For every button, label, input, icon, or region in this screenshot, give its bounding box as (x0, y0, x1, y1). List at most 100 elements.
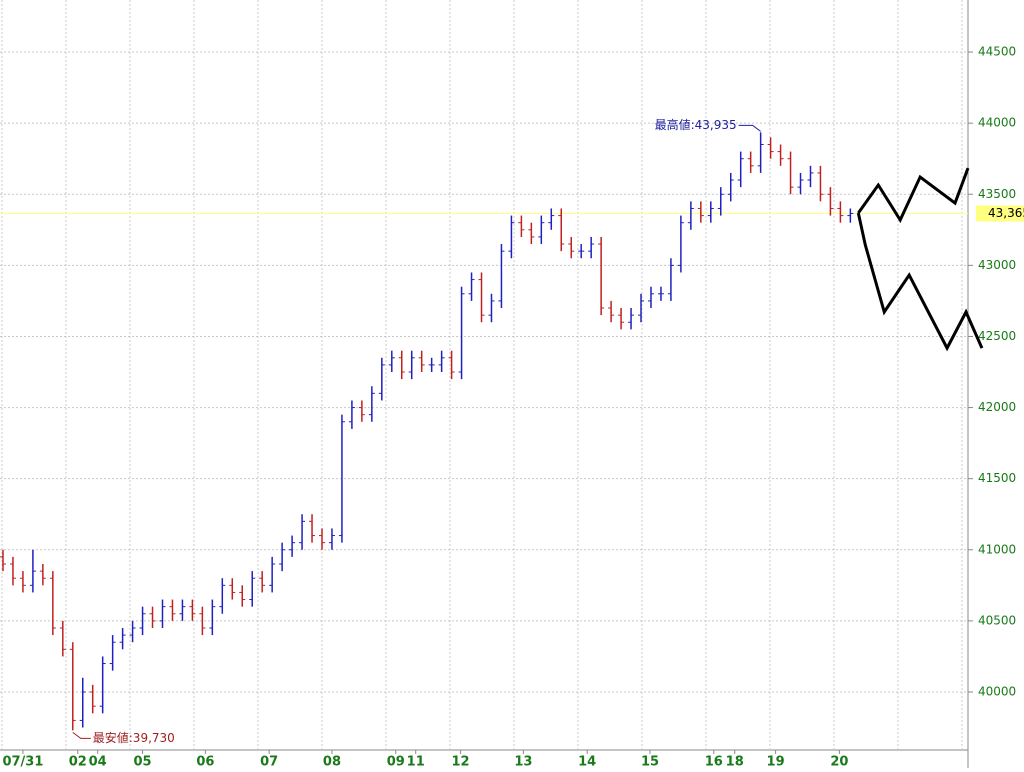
x-tick-label: 11 (407, 755, 425, 769)
ohlc-bar (388, 350, 395, 373)
ohlc-bar (488, 293, 495, 323)
ohlc-bar (787, 151, 794, 195)
ohlc-bar (169, 599, 176, 621)
x-tick-label: 14 (578, 755, 596, 769)
annotation-arrow (72, 731, 91, 739)
ohlc-bar (368, 386, 375, 422)
x-tick-label: 09 (387, 755, 405, 769)
ohlc-bar (179, 599, 186, 621)
last-price-box (976, 205, 1024, 222)
ohlc-bar (737, 151, 744, 188)
ohlc-bar (279, 542, 286, 572)
ohlc-bar (647, 286, 654, 309)
ohlc-bar (777, 144, 784, 166)
x-tick-label: 06 (196, 755, 214, 769)
ohlc-bar (827, 187, 834, 216)
ohlc-bar (807, 165, 814, 188)
ohlc-bar (0, 549, 6, 572)
y-tick-label: 43000 (978, 258, 1016, 272)
ohlc-bar (717, 187, 724, 216)
ohlc-bar (59, 620, 66, 657)
ohlc-bar (677, 215, 684, 273)
ohlc-bar (468, 272, 475, 301)
ohlc-bar (319, 528, 326, 550)
ohlc-bar (139, 606, 146, 636)
ohlc-bar (259, 571, 266, 593)
ohlc-bar (9, 556, 16, 586)
ohlc-bar (747, 151, 754, 173)
ohlc-bar (797, 172, 804, 195)
ohlc-bar (229, 578, 236, 600)
ohlc-bar (588, 236, 595, 259)
y-tick-label: 41500 (978, 471, 1016, 485)
x-tick-label: 15 (641, 755, 659, 769)
ohlc-bar (348, 400, 355, 429)
ohlc-bar (757, 132, 764, 173)
ohlc-bar (528, 222, 535, 245)
ohlc-bar (269, 556, 276, 593)
ohlc-bar (109, 635, 116, 671)
ohlc-bar (548, 208, 555, 230)
x-tick-label: 18 (726, 755, 744, 769)
ohlc-bar (418, 350, 425, 373)
ohlc-bar (209, 599, 216, 636)
ohlc-bar (638, 293, 645, 323)
x-tick-label: 13 (514, 755, 532, 769)
ohlc-bar (99, 656, 106, 714)
ohlc-bar (847, 208, 854, 223)
ohlc-bar (189, 599, 196, 621)
ohlc-bar (508, 215, 515, 259)
ohlc-bar (448, 350, 455, 380)
x-tick-label: 12 (452, 755, 470, 769)
ohlc-bar (398, 350, 405, 380)
ohlc-bar (328, 528, 335, 550)
ohlc-bar (19, 571, 26, 593)
annotation: 最高値:43,935 (655, 117, 737, 132)
ohlc-bar (199, 606, 206, 636)
ohlc-bar (578, 244, 585, 259)
x-tick-label: 07 (260, 755, 278, 769)
ohlc-bar (657, 286, 664, 301)
y-tick-label: 40000 (978, 684, 1016, 698)
x-tick-label: 19 (767, 755, 785, 769)
ohlc-bar (458, 286, 465, 380)
x-tick-label: 04 (89, 755, 107, 769)
y-tick-label: 40500 (978, 613, 1016, 627)
x-tick-label: 02 (69, 755, 87, 769)
ohlc-bar (239, 585, 246, 607)
ohlc-bar (219, 578, 226, 614)
ohlc-bar (338, 414, 345, 543)
ohlc-bar (667, 258, 674, 301)
y-tick-label: 42000 (978, 400, 1016, 414)
ohlc-bar (628, 308, 635, 330)
x-tick-label: 07/31 (2, 755, 43, 769)
ohlc-bar (478, 272, 485, 323)
ohlc-bar (498, 244, 505, 309)
ohlc-bar (518, 215, 525, 237)
ohlc-bar (79, 677, 86, 728)
ohlc-bar (598, 236, 605, 316)
ohlc-bar (608, 300, 615, 323)
forecast-line (856, 212, 984, 352)
ohlc-bar (149, 606, 156, 628)
ohlc-bar (767, 137, 774, 159)
x-tick-label: 16 (705, 755, 723, 769)
ohlc-bar (438, 350, 445, 373)
ohlc-bar (39, 563, 46, 586)
ohlc-bar (378, 357, 385, 401)
ohlc-bar (89, 684, 96, 714)
ohlc-bar (408, 350, 415, 380)
ohlc-bar (538, 215, 545, 245)
x-tick-label: 08 (323, 755, 341, 769)
ohlc-bar (707, 201, 714, 223)
ohlc-bar (697, 201, 704, 223)
ohlc-bar (687, 201, 694, 230)
ohlc-bar (249, 571, 256, 607)
y-tick-label: 41000 (978, 542, 1016, 556)
y-tick-label: 42500 (978, 329, 1016, 343)
ohlc-bar (119, 627, 126, 650)
y-tick-label: 44000 (978, 116, 1016, 130)
ohlc-bar (618, 308, 625, 330)
